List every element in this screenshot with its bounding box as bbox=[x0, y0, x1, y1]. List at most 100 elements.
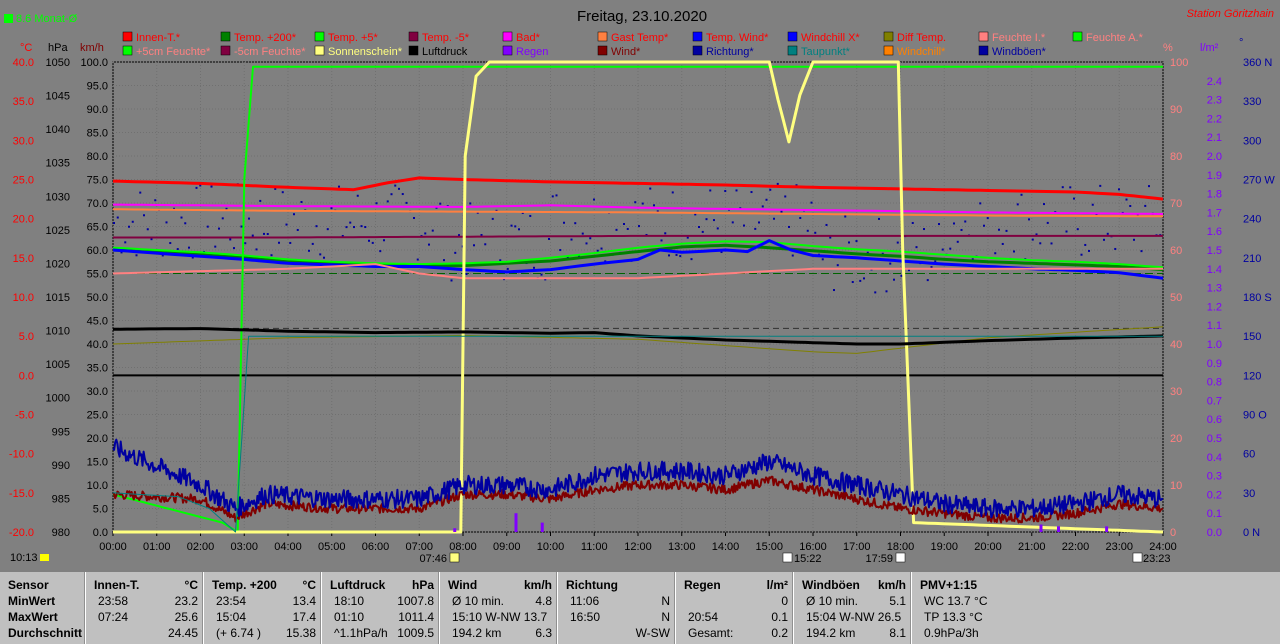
legend-label: Temp. -5* bbox=[422, 32, 470, 44]
kmh-tick-label: 15.0 bbox=[87, 457, 108, 469]
weather-chart: 8.6 Monat-Ø Freitag, 23.10.2020 Station … bbox=[4, 8, 1276, 565]
richtung-point bbox=[353, 226, 355, 229]
stats-column-unit: °C bbox=[302, 578, 316, 592]
stats-cell-label: 15:04 bbox=[216, 610, 247, 624]
station-name: Station Göritzhain bbox=[1187, 8, 1274, 20]
kmh-tick-label: 90.0 bbox=[87, 104, 108, 116]
stats-cell-label: TP 13.3 °C bbox=[924, 610, 983, 624]
richtung-point bbox=[289, 241, 292, 244]
rain-tick-label: 2.4 bbox=[1207, 76, 1222, 88]
richtung-point bbox=[161, 254, 164, 257]
kmh-tick-label: 70.0 bbox=[87, 198, 108, 210]
rain-tick-label: 1.2 bbox=[1207, 301, 1222, 313]
direction-tick-label: 210 bbox=[1243, 253, 1261, 265]
richtung-point bbox=[908, 269, 910, 272]
richtung-point bbox=[416, 258, 419, 261]
current-time-label: 10:13 bbox=[10, 552, 38, 564]
richtung-point bbox=[255, 248, 258, 251]
series-line-feuchte-i bbox=[112, 263, 1163, 280]
temp-tick-label: -5.0 bbox=[15, 410, 34, 422]
richtung-point bbox=[743, 224, 745, 227]
richtung-point bbox=[1106, 232, 1109, 235]
richtung-point bbox=[761, 205, 764, 208]
richtung-point bbox=[390, 193, 393, 196]
rain-tick-label: 2.1 bbox=[1207, 132, 1222, 144]
hpa-tick-label: 1030 bbox=[46, 191, 70, 203]
richtung-point bbox=[296, 228, 299, 231]
richtung-point bbox=[323, 256, 325, 259]
richtung-point bbox=[671, 191, 674, 194]
stats-cell-value: 1007.8 bbox=[397, 594, 434, 608]
kmh-tick-label: 55.0 bbox=[87, 269, 108, 281]
x-tick-label: 18:00 bbox=[887, 541, 915, 553]
legend-swatch bbox=[408, 31, 419, 42]
direction-tick-label: 30 bbox=[1243, 488, 1255, 500]
richtung-point bbox=[799, 216, 802, 219]
richtung-point bbox=[173, 207, 175, 210]
richtung-point bbox=[349, 221, 352, 224]
x-tick-label: 11:00 bbox=[581, 541, 608, 553]
legend-swatch bbox=[220, 31, 231, 42]
pct-tick-label: 40 bbox=[1170, 339, 1182, 351]
hpa-tick-label: 1010 bbox=[46, 326, 70, 338]
sun-moon-markers: 10:13 07:46 15:22 17:59 23:23 bbox=[10, 552, 1171, 565]
richtung-point bbox=[750, 191, 753, 194]
richtung-point bbox=[934, 260, 937, 263]
series-line-diff-temp bbox=[112, 326, 1164, 354]
stats-cell-value: 23.2 bbox=[174, 594, 198, 608]
rain-tick-label: 1.8 bbox=[1207, 189, 1222, 201]
x-tick-label: 13:00 bbox=[668, 541, 696, 553]
x-tick-label: 07:00 bbox=[405, 541, 433, 553]
hpa-tick-label: 985 bbox=[52, 493, 70, 505]
hpa-tick-label: 1000 bbox=[46, 393, 70, 405]
legend-label: Diff Temp. bbox=[897, 32, 946, 44]
richtung-point bbox=[638, 225, 640, 228]
sunrise-time-label: 07:46 bbox=[419, 553, 447, 565]
richtung-point bbox=[146, 228, 149, 231]
richtung-point bbox=[848, 241, 850, 244]
richtung-point bbox=[720, 251, 723, 254]
x-tick-label: 08:00 bbox=[449, 541, 477, 553]
richtung-point bbox=[821, 258, 824, 261]
pct-tick-label: 60 bbox=[1170, 245, 1182, 257]
richtung-point bbox=[893, 278, 895, 281]
series-line-bad bbox=[113, 203, 1164, 215]
stats-cell-label: 01:10 bbox=[334, 610, 365, 624]
stats-cell-label: 194.2 km bbox=[452, 626, 502, 640]
richtung-point bbox=[956, 240, 959, 243]
legend-swatch bbox=[787, 45, 798, 56]
richtung-point bbox=[675, 253, 678, 256]
stats-cell-value: W-SW bbox=[635, 626, 670, 640]
statistics-panel: Sensor MinWert MaxWert Durchschnitt Inne… bbox=[0, 572, 1280, 644]
richtung-point bbox=[521, 211, 524, 214]
richtung-point bbox=[874, 291, 877, 294]
x-tick-label: 14:00 bbox=[712, 541, 740, 553]
richtung-point bbox=[259, 199, 262, 202]
stats-column: Luftdruck hPa 18:10 1007.8 01:10 1011.4 ^1.1hP… bbox=[321, 572, 440, 644]
stats-cell-value: 24.45 bbox=[167, 626, 198, 640]
richtung-point bbox=[653, 204, 655, 207]
richtung-point bbox=[124, 241, 127, 244]
legend-label: Luftdruck bbox=[422, 46, 468, 58]
stats-cell-value: 25.6 bbox=[174, 610, 198, 624]
richtung-point bbox=[131, 220, 134, 223]
stats-cell-value: 15.38 bbox=[285, 626, 316, 640]
regen-bar bbox=[540, 522, 544, 532]
stats-cell-label: 16:50 bbox=[570, 610, 601, 624]
legend-label: Windchill X* bbox=[801, 32, 860, 44]
richtung-point bbox=[116, 216, 119, 219]
stats-column-title: Temp. +200 bbox=[212, 578, 277, 592]
rain-tick-label: 0.1 bbox=[1207, 508, 1222, 520]
stats-column: Richtung 11:06 N 16:50 N W-SW bbox=[557, 572, 676, 644]
richtung-point bbox=[529, 214, 532, 217]
stats-column-unit: km/h bbox=[523, 578, 552, 592]
stats-column-unit: l/m² bbox=[766, 578, 788, 592]
richtung-point bbox=[1114, 247, 1117, 250]
richtung-point bbox=[364, 226, 367, 229]
hpa-tick-label: 995 bbox=[52, 426, 70, 438]
x-tick-label: 22:00 bbox=[1062, 541, 1090, 553]
pct-tick-label: 70 bbox=[1170, 198, 1182, 210]
kmh-tick-label: 40.0 bbox=[87, 339, 108, 351]
stats-cell-label: 15:04 W-NW 26.5 bbox=[806, 610, 902, 624]
legend-swatch bbox=[692, 45, 703, 56]
